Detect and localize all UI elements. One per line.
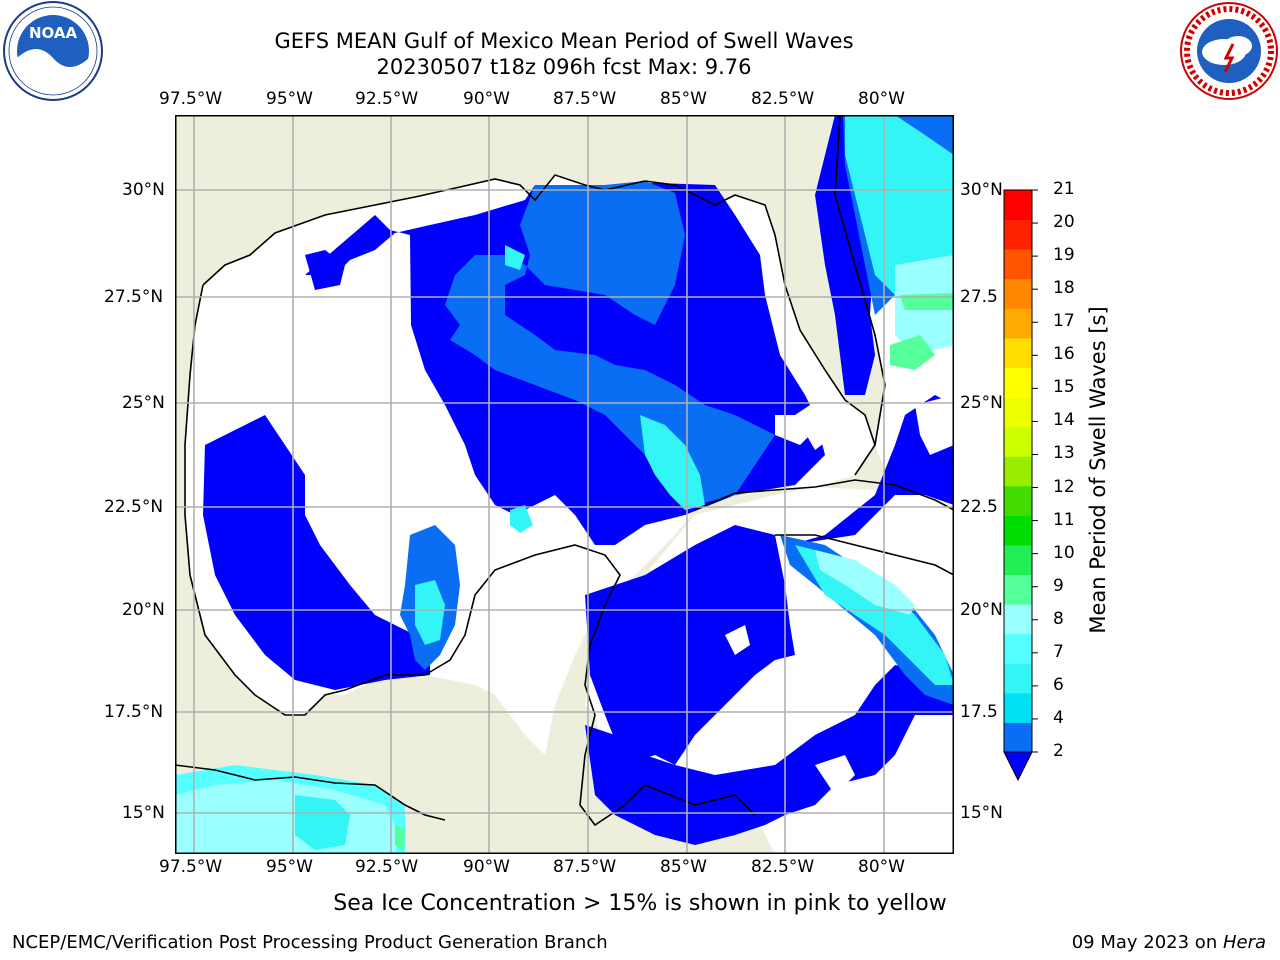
- noaa-logo-text: NOAA: [29, 24, 78, 42]
- colorbar-label: 14: [1053, 410, 1075, 431]
- colorbar-segment: [1004, 574, 1032, 605]
- colorbar-segment: [1004, 722, 1032, 753]
- lat-label-left: 15°N: [122, 803, 165, 823]
- colorbar-label: 17: [1053, 311, 1075, 332]
- colorbar: [1003, 189, 1038, 782]
- colorbar-label: 4: [1053, 707, 1064, 728]
- lat-label-left: 30°N: [122, 180, 165, 200]
- footer-date: 09 May 2023 on Hera: [1072, 932, 1266, 953]
- colorbar-segment: [1004, 633, 1032, 664]
- colorbar-segment: [1004, 426, 1032, 457]
- lon-label-top: 85°W: [660, 89, 707, 109]
- colorbar-label: 7: [1053, 641, 1064, 662]
- colorbar-label: 16: [1053, 344, 1075, 365]
- lat-label-left: 20°N: [122, 600, 165, 620]
- map-panel: [175, 115, 954, 854]
- colorbar-label: 8: [1053, 608, 1064, 629]
- lat-label-right: 30°N: [960, 180, 1003, 200]
- lon-label-bottom: 95°W: [266, 857, 313, 877]
- lon-label-bottom: 85°W: [660, 857, 707, 877]
- lon-label-top: 95°W: [266, 89, 313, 109]
- graticule: [175, 115, 954, 854]
- lon-label-bottom: 82.5°W: [751, 857, 815, 877]
- chart-title: GEFS MEAN Gulf of Mexico Mean Period of …: [274, 29, 854, 53]
- colorbar-segment: [1004, 456, 1032, 487]
- lat-label-left: 25°N: [122, 393, 165, 413]
- colorbar-segment: [1004, 544, 1032, 576]
- swell-light: [395, 255, 954, 850]
- nws-logo: [1180, 2, 1278, 100]
- lon-label-bottom: 80°W: [858, 857, 905, 877]
- colorbar-label: 11: [1053, 509, 1075, 530]
- lon-label-top: 90°W: [463, 89, 510, 109]
- lon-label-top: 97.5°W: [159, 89, 223, 109]
- lon-label-bottom: 92.5°W: [355, 857, 419, 877]
- footer-date-text: 09 May 2023 on: [1071, 932, 1223, 953]
- colorbar-label: 18: [1053, 278, 1075, 299]
- colorbar-segment: [1004, 604, 1032, 635]
- colorbar-label: 21: [1053, 179, 1075, 199]
- colorbar-extend: [1003, 751, 1033, 782]
- lon-label-top: 80°W: [858, 89, 905, 109]
- lat-label-left: 17.5°N: [104, 702, 164, 722]
- colorbar-label: 6: [1053, 674, 1064, 695]
- footer-branch: NCEP/EMC/Verification Post Processing Pr…: [12, 932, 608, 953]
- colorbar-label: 20: [1053, 212, 1075, 233]
- chart-subtitle: 20230507 t18z 096h fcst Max: 9.76: [376, 55, 752, 79]
- colorbar-segment: [1004, 308, 1032, 339]
- lat-label-left: 22.5°N: [104, 497, 164, 517]
- lat-label-right: 17.5: [960, 702, 998, 722]
- colorbar-segment: [1004, 278, 1032, 309]
- lat-label-right: 22.5: [960, 497, 998, 517]
- colorbar-label: 15: [1053, 377, 1075, 398]
- colorbar-label: 12: [1053, 476, 1075, 497]
- colorbar-label: 19: [1053, 245, 1075, 266]
- noaa-logo: NOAA: [3, 1, 103, 101]
- colorbar-segment: [1004, 367, 1032, 398]
- colorbar-segment: [1004, 337, 1032, 368]
- lon-label-bottom: 90°W: [463, 857, 510, 877]
- lon-label-top: 82.5°W: [751, 89, 815, 109]
- lat-label-right: 20°N: [960, 600, 1003, 620]
- lat-label-right: 15°N: [960, 803, 1003, 823]
- colorbar-title: Mean Period of Swell Waves [s]: [1086, 306, 1110, 634]
- colorbar-segment: [1004, 515, 1032, 546]
- lat-label-left: 27.5°N: [104, 287, 164, 307]
- colorbar-segment: [1004, 219, 1032, 250]
- colorbar-label: 9: [1053, 575, 1064, 596]
- colorbar-label: 2: [1053, 741, 1064, 761]
- sea-ice-note: Sea Ice Concentration > 15% is shown in …: [333, 891, 947, 916]
- lon-label-bottom: 87.5°W: [553, 857, 617, 877]
- colorbar-label: 10: [1053, 542, 1075, 563]
- colorbar-segment: [1004, 397, 1032, 428]
- missing-data: [215, 375, 954, 795]
- colorbar-frame: [1003, 189, 1033, 753]
- lat-label-right: 25°N: [960, 393, 1003, 413]
- colorbar-segment: [1004, 663, 1032, 694]
- lat-label-right: 27.5: [960, 287, 998, 307]
- map-frame: [175, 115, 954, 854]
- footer-machine: Hera: [1222, 932, 1266, 953]
- colorbar-segment: [1004, 692, 1032, 723]
- colorbar-segment: [1004, 485, 1032, 516]
- coastlines: [175, 115, 954, 827]
- colorbar-segment: [1004, 249, 1032, 280]
- lon-label-top: 92.5°W: [355, 89, 419, 109]
- colorbar-segment: [1004, 190, 1032, 221]
- lon-label-top: 87.5°W: [553, 89, 617, 109]
- lon-label-bottom: 97.5°W: [159, 857, 223, 877]
- colorbar-label: 13: [1053, 443, 1075, 464]
